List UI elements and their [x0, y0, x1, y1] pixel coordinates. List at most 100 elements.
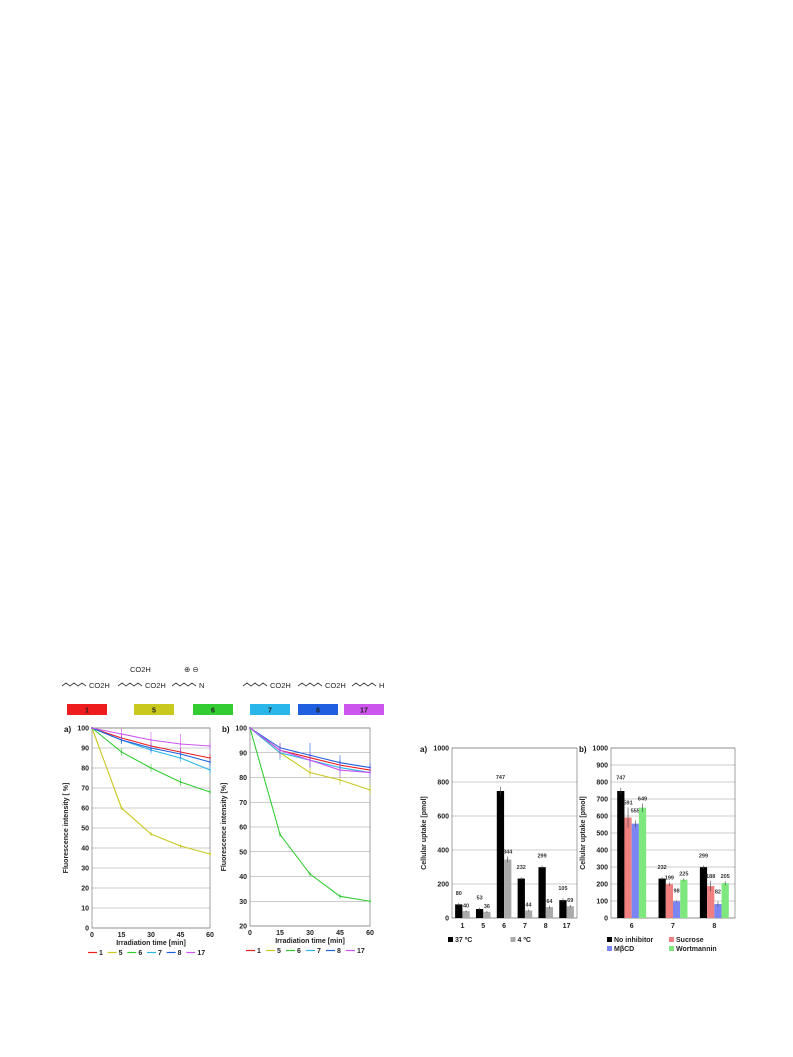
data-point: [339, 779, 341, 781]
panel-label: b): [579, 745, 587, 754]
bar-value-label: 649: [638, 796, 647, 802]
legend-label: 17: [197, 950, 205, 957]
bar-value-label: 747: [616, 776, 625, 782]
legend-swatch: [607, 946, 612, 951]
bar-value-label: 205: [721, 874, 730, 880]
x-tick-label: 0: [248, 930, 252, 937]
y-tick-label: 100: [596, 899, 608, 906]
y-tick-label: 50: [81, 826, 89, 833]
legend-label: 8: [337, 948, 341, 955]
panel-label: a): [420, 745, 427, 754]
data-point: [309, 771, 311, 774]
compound-key-6: [193, 704, 233, 715]
data-point: [179, 781, 182, 783]
legend-swatch: [669, 937, 674, 942]
bar-No inhibitor: [658, 878, 666, 918]
structure-bond: [171, 682, 197, 687]
compound-key-label: 8: [316, 708, 320, 715]
y-axis-title: Cellular uptake [pmol]: [580, 796, 587, 870]
y-tick-label: 800: [596, 780, 608, 787]
x-tick-label: 60: [366, 930, 374, 937]
data-point: [249, 727, 251, 729]
y-tick-label: 300: [596, 865, 608, 872]
data-point: [179, 743, 182, 745]
plot-frame: [451, 747, 578, 919]
legend-label: 5: [277, 948, 281, 955]
y-tick-label: 70: [239, 800, 247, 807]
bar-MβCD: [673, 901, 681, 918]
bar-4 ºC: [545, 907, 554, 918]
bar-4 ºC: [524, 910, 533, 918]
bar-value-label: 64: [546, 899, 553, 905]
structure-bond: [297, 682, 323, 687]
compound-key-7: [250, 704, 290, 715]
compound-key-label: 5: [152, 708, 156, 715]
data-point: [120, 733, 123, 735]
structure-formula-label: CO2H: [270, 681, 291, 690]
compound-key-row: 1 5 6 7 8 17: [67, 704, 384, 715]
bar-4 ºC: [462, 911, 470, 918]
bar-value-label: 299: [538, 853, 547, 859]
bar-value-label: 80: [456, 891, 462, 897]
legend-label: 6: [297, 948, 301, 955]
x-tick-label: 7: [523, 923, 527, 930]
legend-swatch: [669, 946, 674, 951]
legend-label: MβCD: [614, 946, 634, 953]
legend-swatch: [607, 937, 612, 942]
data-point: [369, 900, 371, 903]
bar-value-label: 44: [526, 903, 533, 909]
data-point: [369, 788, 371, 791]
x-tick-label: 0: [90, 932, 94, 939]
bar-value-label: 105: [558, 886, 567, 892]
structure-extra-label: CO2H: [130, 665, 151, 674]
x-tick-label: 6: [630, 923, 634, 930]
y-tick-label: 800: [437, 780, 449, 787]
bar-Wortmannin: [680, 879, 688, 918]
structure-formula-label: CO2H: [89, 681, 110, 690]
x-tick-label: 30: [147, 932, 155, 939]
y-tick-label: 1000: [433, 746, 449, 753]
structure-3: CO2H: [242, 681, 291, 690]
y-tick-label: 20: [239, 924, 247, 931]
y-tick-label: 400: [596, 848, 608, 855]
uptake-chart-b: b) 0 100 200 300 400 500 600 700 800 900 1000 Cellul…: [579, 745, 736, 953]
y-tick-label: 90: [81, 746, 89, 753]
bar-Wortmannin: [638, 807, 647, 918]
x-axis-title: Irradiation time [min]: [116, 940, 186, 947]
bar-MβCD: [631, 823, 639, 918]
bar-Wortmannin: [721, 883, 729, 918]
x-tick-label: 8: [544, 923, 548, 930]
bar-value-label: 199: [665, 875, 674, 881]
data-point: [209, 791, 211, 793]
bar-Sucrose: [665, 884, 673, 918]
data-point: [209, 853, 211, 855]
y-tick-label: 30: [81, 866, 89, 873]
x-tick-label: 6: [502, 923, 506, 930]
x-tick-label: 45: [177, 932, 185, 939]
y-tick-label: 70: [81, 786, 89, 793]
bar-value-label: 40: [463, 903, 469, 909]
bar-37 ºC: [538, 867, 546, 918]
structure-bond: [242, 682, 268, 687]
bar-37 ºC: [517, 878, 525, 918]
y-axis-title: Cellular uptake [pmol]: [421, 796, 428, 870]
data-point: [150, 833, 152, 835]
compound-key-5: [134, 704, 174, 715]
x-tick-label: 7: [671, 923, 675, 930]
compound-key-label: 7: [268, 708, 272, 715]
bar-value-label: 82: [715, 890, 721, 896]
bar-value-label: 53: [477, 896, 483, 902]
bar-MβCD: [714, 904, 722, 918]
y-tick-label: 0: [445, 916, 449, 923]
y-axis-title: Fluorescence intensity [ %]: [63, 783, 70, 874]
y-tick-label: 100: [235, 726, 247, 733]
data-point: [339, 895, 341, 898]
compound-key-label: 17: [360, 708, 368, 715]
compound-key-label: 6: [211, 708, 215, 715]
data-point: [339, 769, 341, 771]
y-tick-label: 40: [81, 846, 89, 853]
bar-value-label: 232: [517, 865, 526, 871]
y-tick-label: 50: [239, 849, 247, 856]
